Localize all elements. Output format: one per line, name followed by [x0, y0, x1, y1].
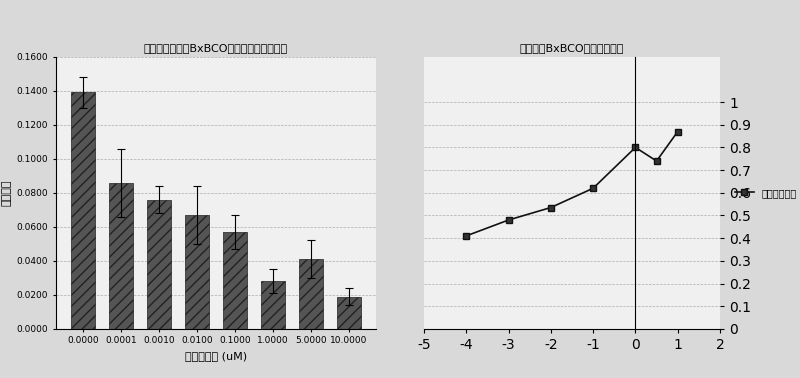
剂量反应曲线 — [630, 145, 640, 150]
Title: 胰腺细胞BxBCO剂量反应曲线: 胰腺细胞BxBCO剂量反应曲线 — [520, 43, 624, 53]
Bar — [222, 232, 247, 329]
Legend: 剂量反应曲线: 剂量反应曲线 — [730, 184, 800, 202]
剂量反应曲线 — [588, 186, 598, 191]
Y-axis label: 细胞生长: 细胞生长 — [1, 180, 11, 206]
剂量反应曲线 — [504, 218, 514, 222]
剂量反应曲线 — [673, 129, 682, 134]
剂量反应曲线 — [462, 234, 471, 238]
剂量反应曲线 — [652, 159, 662, 163]
X-axis label: 盐霉素浓度 (uM): 盐霉素浓度 (uM) — [185, 351, 247, 361]
Bar — [261, 281, 286, 329]
Title: 盐霉素对胰腺癌BxBCO细胞生长的抑制作用: 盐霉素对胰腺癌BxBCO细胞生长的抑制作用 — [144, 43, 288, 53]
剂量反应曲线 — [546, 205, 556, 210]
Bar — [337, 296, 362, 329]
Bar — [109, 183, 134, 329]
Bar — [70, 92, 95, 329]
Bar — [185, 215, 210, 329]
Bar — [146, 200, 171, 329]
Bar — [298, 259, 323, 329]
Line: 剂量反应曲线: 剂量反应曲线 — [463, 128, 681, 239]
